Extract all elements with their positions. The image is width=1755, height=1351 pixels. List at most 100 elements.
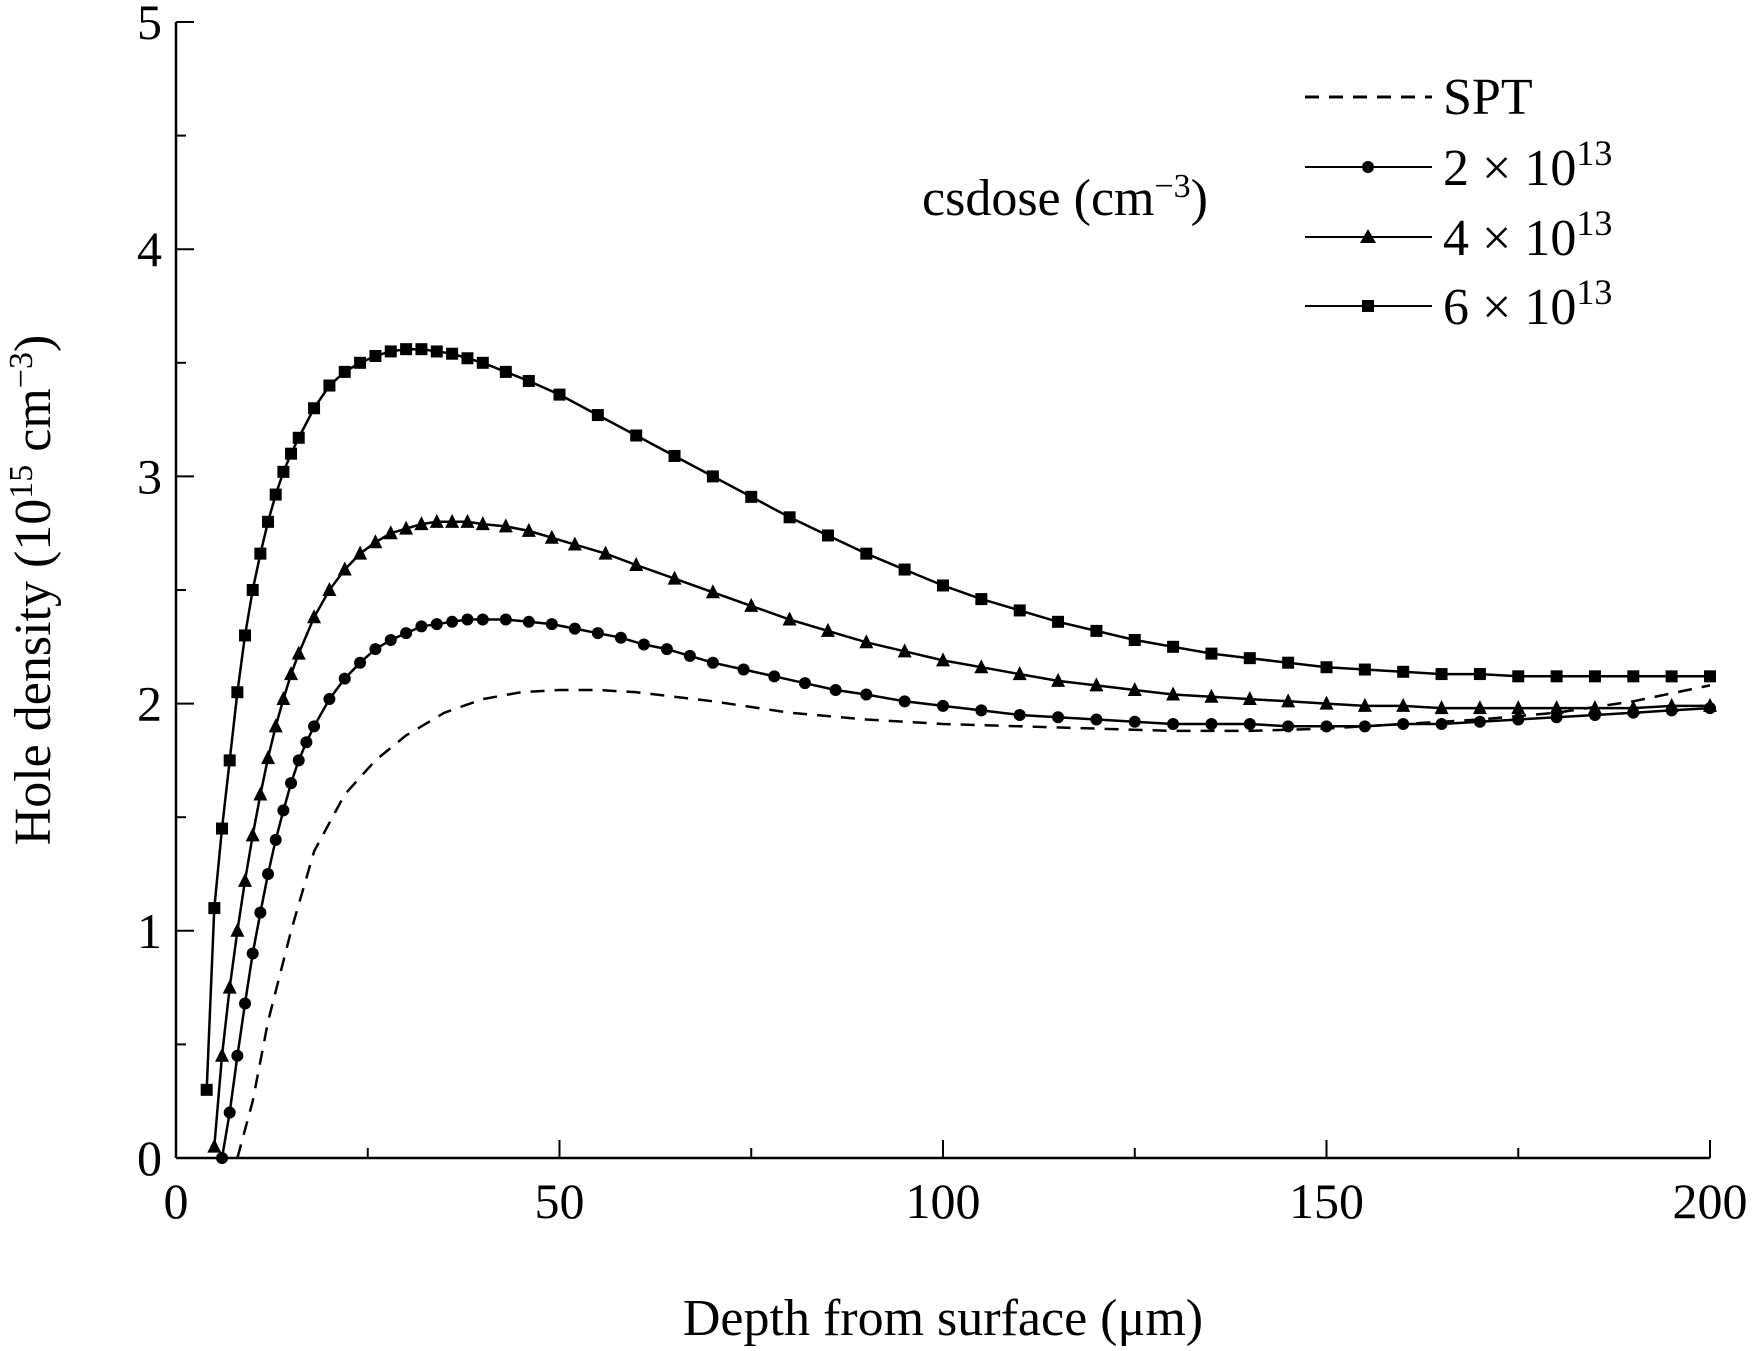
data-point [223,1106,236,1119]
data-point [476,613,489,626]
data-point [216,1152,229,1164]
data-point [461,352,474,365]
data-point [200,1083,213,1096]
legend-item-2e13: 2 × 1013 [1305,133,1612,197]
data-point [277,465,290,478]
data-point [798,677,811,690]
data-point [1282,720,1295,733]
data-point [591,627,604,640]
data-point [246,947,259,960]
data-point [276,691,291,706]
data-point [254,547,267,560]
data-point [307,609,322,624]
data-point [285,777,298,790]
data-point [829,683,842,696]
data-point [1512,670,1525,683]
data-point [384,345,397,358]
data-point [1128,715,1141,728]
data-point [308,720,321,733]
data-point [975,593,988,606]
data-point [522,615,535,628]
data-point [337,561,352,576]
data-point [368,534,383,549]
series-spt [236,684,1711,1159]
data-point [400,343,413,356]
data-point [499,613,512,626]
data-point [285,447,298,460]
x-tick-label: 0 [164,1173,189,1229]
series-line [236,684,1711,1159]
data-point [1167,640,1180,653]
data-point [1473,715,1486,728]
data-point [369,349,382,362]
data-point [544,529,559,544]
data-point [338,672,351,685]
data-point [207,1138,222,1153]
y-tick-label: 4 [137,221,162,277]
data-point [668,449,681,462]
data-point [1242,691,1257,706]
data-point [353,545,368,560]
data-point [567,536,582,551]
data-point [614,631,627,644]
data-point [1472,700,1487,715]
data-point [476,356,489,369]
data-point [216,822,229,835]
data-point [269,833,282,846]
data-point [1550,711,1563,724]
data-point [660,643,673,656]
data-point [1435,668,1448,681]
data-point [783,511,796,524]
data-point [1281,693,1296,708]
data-point [521,522,536,537]
data-point [415,343,428,356]
data-point [1127,681,1142,696]
x-tick-label: 50 [535,1173,585,1229]
data-point [369,643,382,656]
y-tick-label: 0 [137,1130,162,1186]
data-point [1051,672,1066,687]
data-point [1434,700,1449,715]
series-line [205,347,1710,1090]
data-point [598,545,613,560]
data-point [230,922,245,937]
data-point [782,611,797,626]
data-point [308,402,321,415]
data-point [262,515,275,528]
data-point [1587,700,1602,715]
data-point [1511,700,1526,715]
data-point [629,557,644,572]
data-point [683,649,696,662]
data-point [461,613,474,626]
data-point [460,513,475,528]
data-point [706,470,719,483]
data-point [553,388,566,401]
data-point [246,584,259,596]
data-point [498,518,513,533]
data-point [222,979,237,994]
data-point [1052,615,1065,628]
data-point [208,902,221,915]
data-point [1473,668,1486,681]
data-point [667,570,682,585]
data-point [262,868,275,880]
data-point [430,345,443,358]
data-point [630,429,643,442]
y-axis-title: Hole density (1015 cm−3) [3,335,62,846]
data-point [744,597,759,612]
tick-labels: 0 50 100 150 200 0 1 2 3 4 5 [137,0,1748,1229]
data-point [475,516,490,531]
data-point [1013,708,1026,721]
data-point [1205,718,1218,731]
x-tick-label: 150 [1289,1173,1364,1229]
data-point [445,513,460,528]
data-point [705,584,720,599]
data-point [860,688,873,701]
data-point [860,547,873,560]
data-point [446,347,459,360]
legend-marker-square [1362,300,1374,312]
data-point [291,645,306,660]
legend-marker-triangle [1360,229,1376,243]
data-point [859,634,874,649]
